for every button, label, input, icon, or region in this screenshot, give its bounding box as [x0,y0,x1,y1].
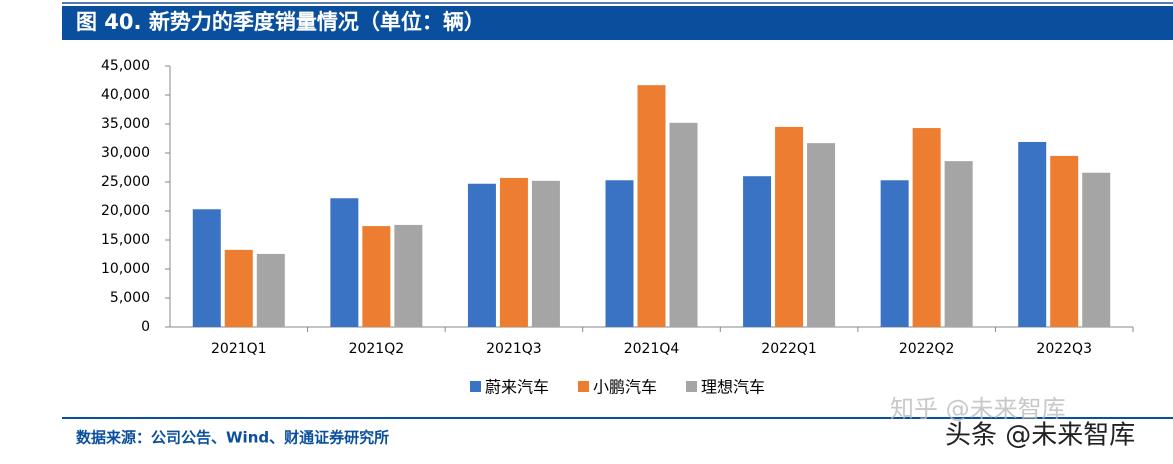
bar [1082,172,1111,327]
y-tick-label: 0 [141,319,150,335]
x-tick-label: 2021Q4 [624,341,680,357]
x-tick-label: 2021Q2 [349,341,405,357]
bar [743,176,772,327]
x-tick-label: 2021Q3 [486,341,542,357]
legend-swatch [578,381,589,392]
watermark: 知乎 @未来智库 [890,395,1066,423]
y-tick-label: 30,000 [101,145,150,161]
bar [499,177,528,327]
bar [944,161,973,327]
bar [912,128,941,327]
y-tick-label: 10,000 [101,261,150,277]
bar [330,198,359,327]
bar [605,180,634,327]
y-tick-label: 40,000 [101,87,150,103]
y-tick-label: 20,000 [101,203,150,219]
legend-label: 小鹏汽车 [593,378,657,397]
bar [362,226,391,327]
y-tick-label: 5,000 [110,290,150,306]
header-bar [62,6,1173,40]
legend-label: 理想汽车 [701,378,765,397]
x-tick-label: 2022Q1 [761,341,817,357]
watermark: 头条 @未来智库 [945,421,1135,451]
bar [394,224,423,327]
source-note: 数据来源：公司公告、Wind、财通证券研究所 [76,429,389,447]
legend-label: 蔚来汽车 [485,378,549,397]
bar [192,209,221,327]
x-tick-label: 2021Q1 [211,341,267,357]
bar [531,180,560,327]
bar [775,126,804,328]
y-tick-label: 15,000 [101,232,150,248]
y-tick-label: 25,000 [101,174,150,190]
bar [467,183,496,327]
header-title: 图 40. 新势力的季度销量情况（单位：辆） [76,10,485,34]
bar [1018,141,1047,327]
y-tick-label: 35,000 [101,116,150,132]
legend-swatch [470,381,481,392]
y-tick-label: 45,000 [101,58,150,74]
x-tick-label: 2022Q2 [899,341,955,357]
bar [637,85,666,327]
bar [1050,155,1079,327]
bar [669,122,698,327]
bar [807,143,836,327]
x-tick-label: 2022Q3 [1036,341,1092,357]
bar [256,253,285,327]
legend-swatch [686,381,697,392]
bar [224,249,253,327]
bar [880,180,909,327]
